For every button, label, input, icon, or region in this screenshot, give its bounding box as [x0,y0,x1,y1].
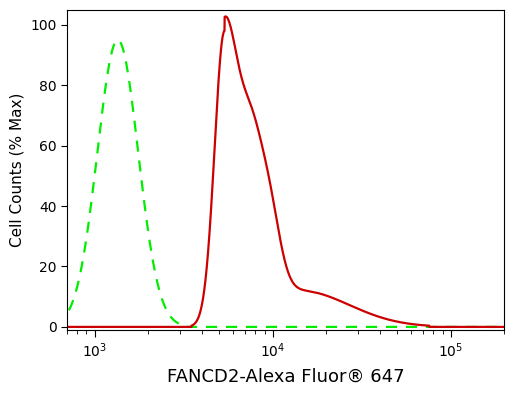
Y-axis label: Cell Counts (% Max): Cell Counts (% Max) [10,93,25,247]
X-axis label: FANCD2-Alexa Fluor® 647: FANCD2-Alexa Fluor® 647 [167,367,405,385]
